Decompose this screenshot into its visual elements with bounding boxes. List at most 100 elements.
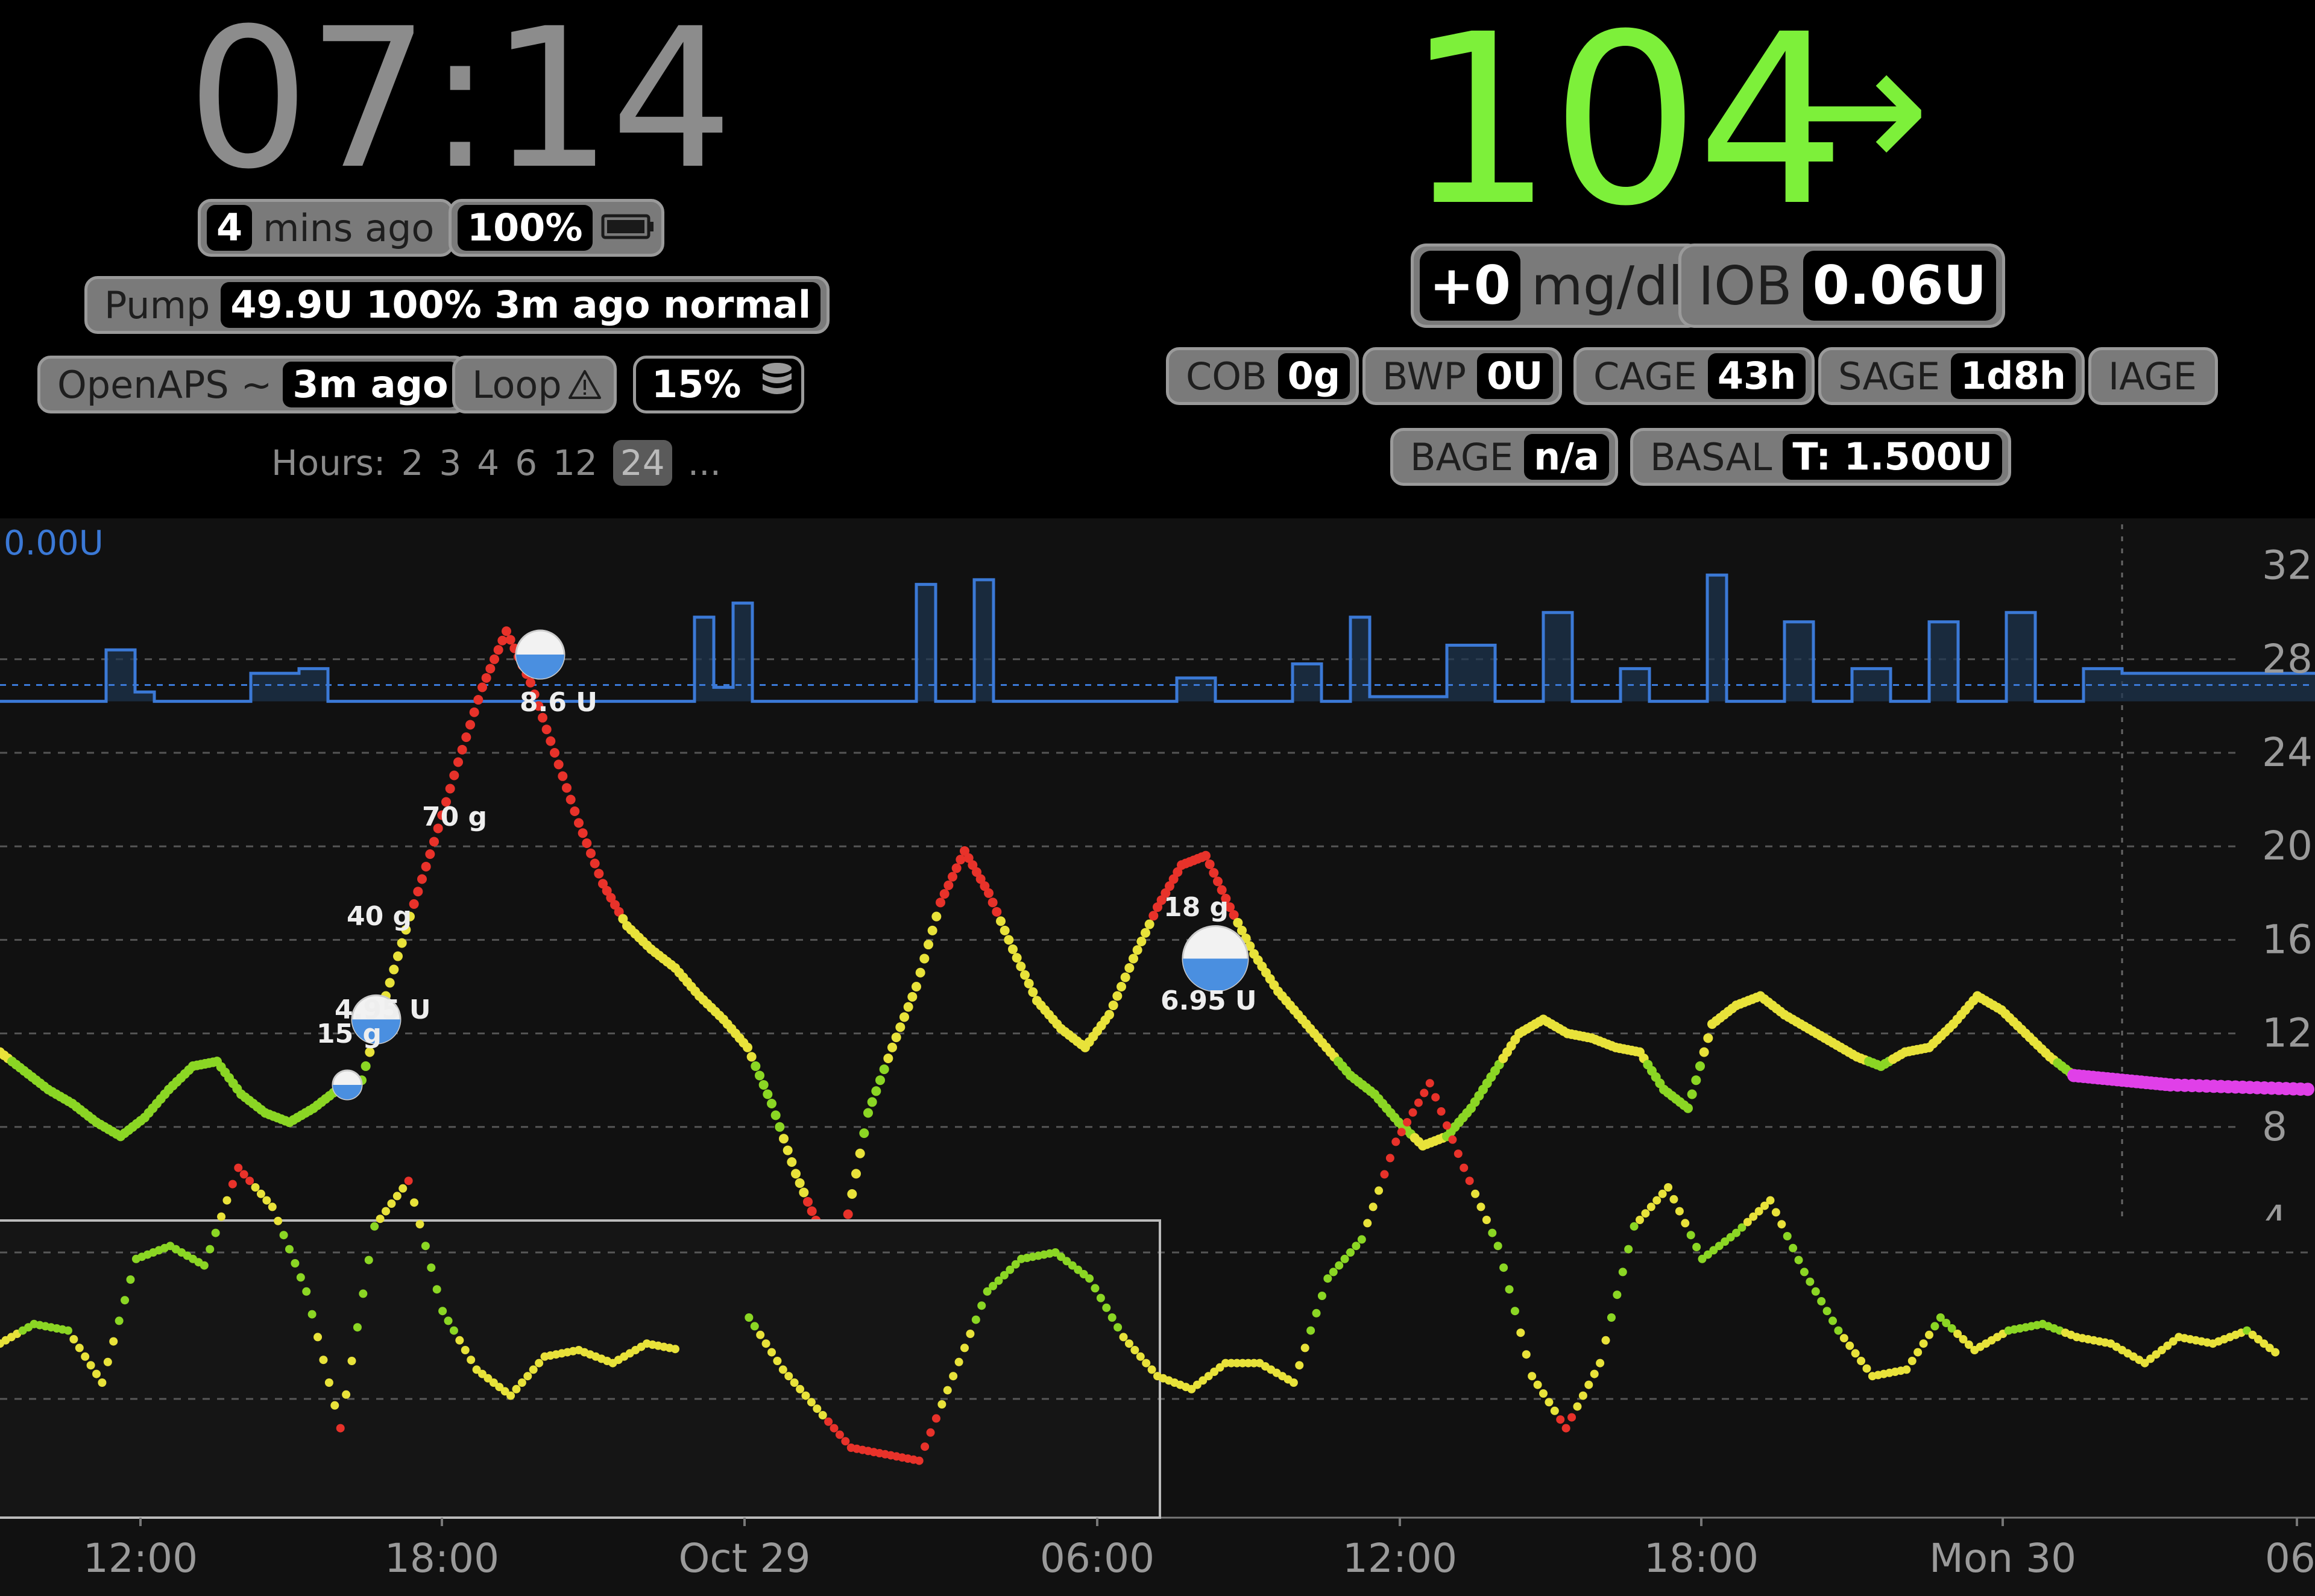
glucose-point [915,967,925,978]
treatment-label: 70 g [422,802,487,832]
bwp-pill[interactable]: BWP 0U [1362,347,1562,405]
delta-value: +0 [1420,251,1520,321]
glucose-point [1201,850,1211,861]
glucose-point [795,1178,805,1188]
overview-glucose-point [449,1326,458,1335]
last-reading-pill[interactable]: 4 mins ago [198,199,455,257]
basal-label: 0.00U [4,524,104,563]
glucose-point [779,1134,789,1144]
treatment-label: 6.95 U [1161,985,1257,1016]
iob-value: 0.06U [1803,251,1997,321]
overview-glucose-point [1300,1343,1309,1353]
glucose-point [417,874,427,884]
glucose-point [1132,945,1142,955]
overview-glucose-point [1613,1290,1622,1299]
glucose-point [895,1022,906,1032]
overview-glucose-point [1686,1231,1695,1240]
overview-glucose-point [1091,1284,1100,1293]
overview-glucose-point [1743,1217,1752,1227]
glucose-point [598,879,608,889]
glucose-point [791,1169,801,1179]
overview-glucose-point [1124,1339,1133,1348]
bolus-fill [333,1084,362,1099]
bwp-label: BWP [1382,354,1467,398]
cob-pill[interactable]: COB 0g [1166,347,1359,405]
loop-pill[interactable]: Loop [452,356,617,413]
overview-glucose-point [830,1424,839,1433]
overview-glucose-point [222,1196,232,1205]
overview-x-tick-label: 18:00 [1644,1535,1759,1582]
overview-glucose-point [239,1170,248,1179]
storage-pill[interactable]: 15% [633,356,805,413]
glucose-point [473,695,483,705]
overview-glucose-point [523,1372,532,1381]
hours-option-4[interactable]: 4 [477,442,500,483]
glucose-point [534,701,544,711]
glucose-point [1691,1075,1701,1085]
overview-glucose-point [1800,1268,1809,1277]
overview-x-tick-label: 06: [2265,1535,2315,1582]
overview-glucose-point [262,1196,271,1205]
hours-option-24[interactable]: 24 [613,440,672,486]
glucose-point [433,823,443,834]
overview-glucose-point [1607,1313,1616,1322]
overview-glucose-point [841,1437,850,1446]
overview-glucose-point [206,1245,215,1254]
hours-option-2[interactable]: 2 [401,442,424,483]
bolus-fill [516,655,564,679]
hours-selector: Hours: 2 3 4 6 12 24 ... [271,439,721,487]
overview-glucose-point [404,1177,413,1186]
overview-glucose-point [915,1456,924,1465]
overview-glucose-point [370,1222,379,1231]
pump-pill[interactable]: Pump 49.9U 100% 3m ago normal [84,276,830,334]
overview-glucose-point [75,1343,84,1353]
treatment-label: 18 g [1164,892,1229,923]
openaps-pill[interactable]: OpenAPS ~ 3m ago [37,356,467,413]
uploader-battery-value: 100% [458,205,593,251]
overview-glucose-point [1465,1177,1474,1186]
overview-glucose-point [415,1220,424,1229]
overview-glucose-point [1624,1245,1633,1254]
iob-pill[interactable]: IOB 0.06U [1678,243,2006,328]
cage-pill[interactable]: CAGE 43h [1573,347,1815,405]
glucose-point [502,626,511,636]
glucose-point [912,982,921,991]
overview-glucose-point [1102,1303,1111,1312]
overview-chart[interactable] [0,1079,2315,1519]
overview-glucose-point [2271,1348,2280,1357]
glucose-point [618,914,628,924]
glucose-point [763,1089,773,1099]
glucose-point [799,1187,809,1198]
overview-glucose-point [1522,1350,1531,1359]
bage-pill[interactable]: BAGE n/a [1390,428,1618,486]
hours-option-more[interactable]: ... [687,442,722,483]
overview-glucose-point [977,1301,986,1310]
glucose-chart[interactable]: 0.00U 4.95 U40 g70 g15 g8.6 U6.95 U18 g … [0,518,2315,1596]
glucose-point [919,954,930,964]
sage-pill[interactable]: SAGE 1d8h [1818,347,2085,405]
uploader-battery-pill[interactable]: 100% [449,199,664,257]
overview-glucose-point [1669,1195,1678,1204]
hours-option-6[interactable]: 6 [515,442,538,483]
glucose-point [1004,935,1014,945]
hours-option-12[interactable]: 12 [553,442,597,483]
glucose-point [903,1002,913,1012]
glucose-point [1683,1103,1693,1113]
glucose-point [538,712,547,723]
glucose-point [1695,1061,1705,1071]
overview-glucose-point [1448,1135,1457,1144]
basal-pill[interactable]: BASAL T: 1.500U [1630,428,2012,486]
delta-pill[interactable]: +0 mg/dl [1411,243,1703,328]
forecast-point [2301,1082,2314,1096]
overview-glucose-point [750,1322,759,1331]
overview-glucose-point [1636,1216,1644,1224]
hours-option-3[interactable]: 3 [439,442,462,483]
overview-glucose-point [1845,1341,1854,1350]
glucose-point [602,885,612,896]
overview-glucose-point [1011,1260,1020,1269]
y-tick-label: 12 [2262,1010,2313,1057]
glucose-point [413,887,423,897]
iage-pill[interactable]: IAGE [2088,347,2218,405]
glucose-point [558,771,568,781]
overview-glucose-point [1811,1287,1820,1296]
